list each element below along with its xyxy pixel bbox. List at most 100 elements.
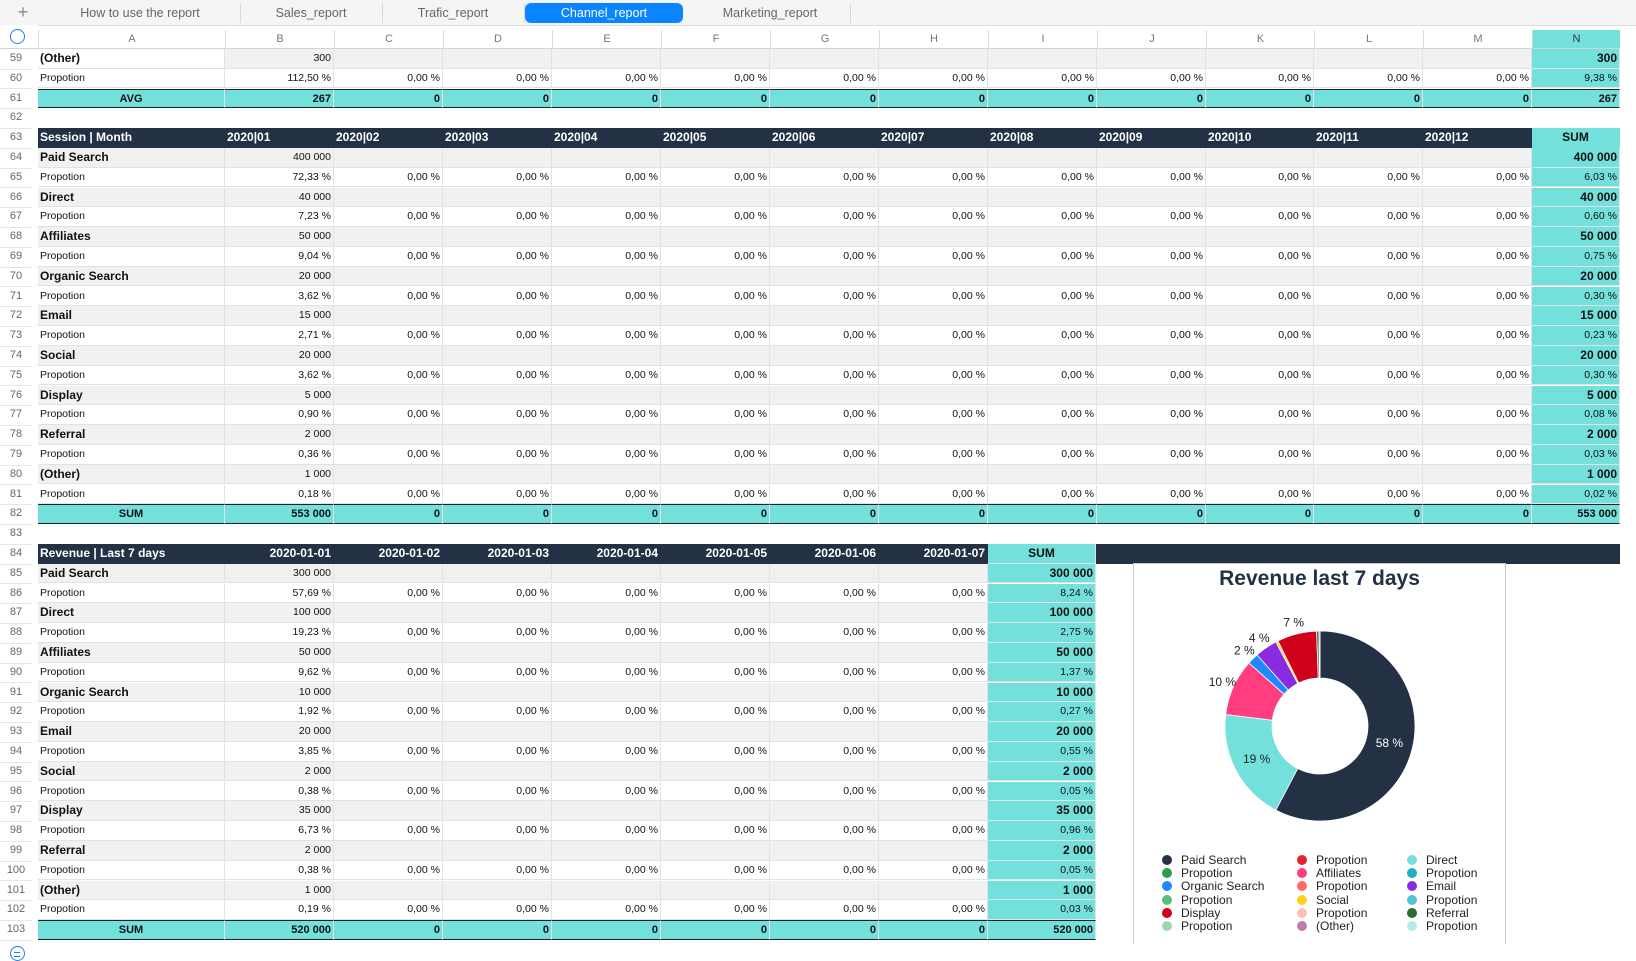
row-number[interactable]: 59	[0, 49, 32, 70]
session-prop-zero[interactable]: 0,00 %	[1423, 247, 1532, 267]
session-prop-zero[interactable]: 0,00 %	[770, 484, 879, 505]
revenue-channel-name[interactable]: (Other)	[38, 880, 225, 901]
revenue-prop-zero[interactable]: 0,00 %	[661, 860, 770, 881]
session-empty-cell[interactable]	[552, 187, 661, 208]
session-header-10[interactable]: 2020|10	[1206, 128, 1314, 148]
revenue-empty-cell[interactable]	[443, 643, 552, 663]
revenue-empty-cell[interactable]	[770, 603, 879, 623]
session-prop-zero[interactable]: 0,00 %	[334, 326, 443, 346]
session-prop-sum[interactable]: 0,30 %	[1532, 286, 1620, 307]
session-empty-cell[interactable]	[770, 227, 879, 247]
revenue-empty-cell[interactable]	[443, 801, 552, 821]
session-empty-cell[interactable]	[1206, 306, 1314, 326]
session-prop-zero[interactable]: 0,00 %	[443, 286, 552, 307]
session-prop-zero[interactable]: 0,00 %	[443, 405, 552, 425]
session-channel-name[interactable]: Paid Search	[38, 148, 225, 168]
revenue-prop-zero[interactable]: 0,00 %	[879, 702, 988, 722]
revenue-prop-zero[interactable]: 0,00 %	[661, 821, 770, 841]
session-empty-cell[interactable]	[661, 266, 770, 287]
session-prop-zero[interactable]: 0,00 %	[443, 365, 552, 386]
cell-61-8[interactable]: 0	[988, 88, 1097, 109]
session-total-zero[interactable]: 0	[879, 504, 988, 524]
session-empty-cell[interactable]	[334, 385, 443, 406]
row-number[interactable]: 103	[0, 920, 32, 941]
row-number[interactable]: 63	[0, 128, 32, 149]
row-number[interactable]: 97	[0, 801, 32, 822]
revenue-empty-cell[interactable]	[770, 761, 879, 782]
session-empty-cell[interactable]	[1314, 464, 1423, 485]
session-empty-cell[interactable]	[879, 148, 988, 168]
cell-60-10[interactable]: 0,00 %	[1206, 68, 1314, 89]
session-empty-cell[interactable]	[770, 148, 879, 168]
session-empty-cell[interactable]	[1097, 227, 1206, 247]
row-number[interactable]: 79	[0, 445, 32, 466]
session-empty-cell[interactable]	[443, 425, 552, 445]
revenue-empty-cell[interactable]	[334, 880, 443, 901]
revenue-prop-zero[interactable]: 0,00 %	[443, 860, 552, 881]
cell-59-7[interactable]	[879, 49, 988, 69]
session-empty-cell[interactable]	[334, 187, 443, 208]
session-empty-cell[interactable]	[1097, 346, 1206, 366]
revenue-prop-zero[interactable]: 0,00 %	[879, 821, 988, 841]
session-empty-cell[interactable]	[879, 266, 988, 287]
session-empty-cell[interactable]	[1097, 266, 1206, 287]
revenue-prop-zero[interactable]: 0,00 %	[552, 860, 661, 881]
revenue-prop-label[interactable]: Propotion	[38, 623, 225, 643]
session-prop-zero[interactable]: 0,00 %	[770, 286, 879, 307]
revenue-header-date[interactable]: 2020-01-03	[443, 544, 552, 564]
session-prop-zero[interactable]: 0,00 %	[334, 247, 443, 267]
revenue-prop-zero[interactable]: 0,00 %	[879, 623, 988, 643]
revenue-channel-name[interactable]: Paid Search	[38, 563, 225, 584]
session-header-0[interactable]: Session | Month	[38, 128, 225, 148]
row-number[interactable]: 87	[0, 603, 32, 624]
session-channel-name[interactable]: Email	[38, 306, 225, 326]
session-empty-cell[interactable]	[988, 148, 1097, 168]
revenue-prop-zero[interactable]: 0,00 %	[443, 742, 552, 762]
row-number[interactable]: 75	[0, 366, 32, 387]
session-empty-cell[interactable]	[661, 148, 770, 168]
row-number[interactable]: 80	[0, 465, 32, 486]
session-total-zero[interactable]: 0	[1314, 504, 1423, 524]
cell-61-2[interactable]: 0	[334, 88, 443, 109]
session-empty-cell[interactable]	[1423, 306, 1532, 326]
corner-cell[interactable]	[0, 25, 38, 49]
session-empty-cell[interactable]	[1206, 385, 1314, 406]
row-number[interactable]: 98	[0, 821, 32, 842]
revenue-empty-cell[interactable]	[443, 722, 552, 742]
session-prop-value[interactable]: 0,90 %	[225, 405, 334, 425]
revenue-prop-value[interactable]: 19,23 %	[225, 623, 334, 643]
session-total-sum[interactable]: 553 000	[1532, 504, 1620, 524]
session-prop-value[interactable]: 72,33 %	[225, 167, 334, 188]
cell-59-3[interactable]	[443, 49, 552, 69]
session-prop-value[interactable]: 2,71 %	[225, 326, 334, 346]
session-header-8[interactable]: 2020|08	[988, 128, 1097, 148]
session-prop-zero[interactable]: 0,00 %	[443, 167, 552, 188]
session-channel-name[interactable]: Direct	[38, 187, 225, 208]
row-number[interactable]: 76	[0, 386, 32, 407]
session-channel-name[interactable]: Referral	[38, 425, 225, 445]
session-prop-zero[interactable]: 0,00 %	[988, 207, 1097, 227]
cell-59-4[interactable]	[552, 49, 661, 69]
revenue-empty-cell[interactable]	[443, 880, 552, 901]
row-number[interactable]: 86	[0, 584, 32, 605]
session-header-2[interactable]: 2020|02	[334, 128, 443, 148]
session-empty-cell[interactable]	[879, 187, 988, 208]
revenue-empty-cell[interactable]	[552, 722, 661, 742]
session-prop-zero[interactable]: 0,00 %	[1423, 286, 1532, 307]
revenue-prop-zero[interactable]: 0,00 %	[661, 742, 770, 762]
revenue-total-zero[interactable]: 0	[552, 920, 661, 940]
session-empty-cell[interactable]	[1314, 227, 1423, 247]
cell-60-13[interactable]: 9,38 %	[1532, 68, 1620, 89]
session-channel-sum[interactable]: 50 000	[1532, 227, 1620, 247]
session-empty-cell[interactable]	[1423, 425, 1532, 445]
session-prop-zero[interactable]: 0,00 %	[334, 167, 443, 188]
session-prop-zero[interactable]: 0,00 %	[1097, 167, 1206, 188]
session-prop-zero[interactable]: 0,00 %	[334, 484, 443, 505]
session-empty-cell[interactable]	[1206, 148, 1314, 168]
column-header-i[interactable]: I	[988, 30, 1097, 49]
column-header-d[interactable]: D	[443, 30, 552, 49]
revenue-prop-label[interactable]: Propotion	[38, 860, 225, 881]
revenue-prop-zero[interactable]: 0,00 %	[661, 781, 770, 802]
session-prop-zero[interactable]: 0,00 %	[988, 167, 1097, 188]
session-empty-cell[interactable]	[770, 306, 879, 326]
